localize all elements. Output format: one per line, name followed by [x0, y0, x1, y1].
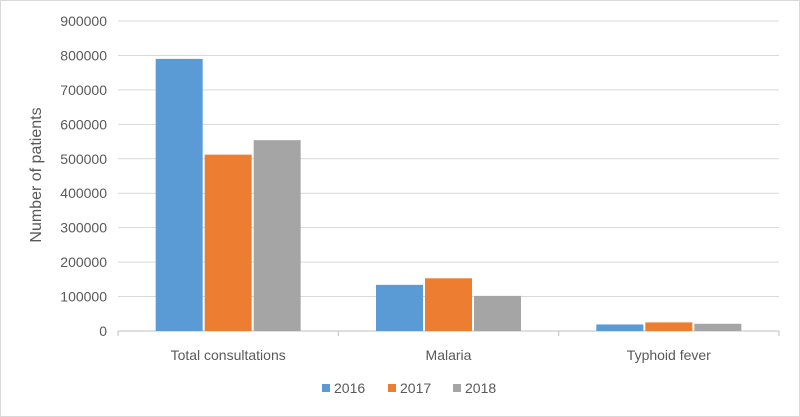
y-tick-label: 300000 [60, 220, 107, 236]
bar-2018 [474, 295, 521, 331]
bar-2016 [596, 324, 644, 331]
y-tick-label: 400000 [60, 185, 107, 201]
y-tick-label: 500000 [60, 151, 107, 167]
bar-2016 [376, 284, 423, 331]
bar-2018 [253, 140, 301, 331]
x-axis-ticks: Total consultations Malaria Typhoid fever [171, 347, 712, 363]
bar-2018 [694, 323, 742, 331]
legend-label: 2017 [400, 380, 431, 396]
y-axis-ticks: 0 100000 200000 300000 400000 500000 600000 700… [60, 13, 107, 339]
bars [155, 58, 742, 332]
y-tick-label: 900000 [60, 13, 107, 29]
bar-2017 [425, 278, 472, 331]
legend-label: 2016 [334, 380, 365, 396]
legend-swatch [388, 384, 396, 392]
legend-swatch [453, 384, 461, 392]
y-tick-label: 0 [99, 323, 107, 339]
bar-2017 [204, 154, 252, 331]
bar-2017 [645, 322, 693, 331]
bar-2016 [155, 58, 203, 332]
y-tick-label: 600000 [60, 116, 107, 132]
y-tick-label: 200000 [60, 254, 107, 270]
y-tick-label: 700000 [60, 82, 107, 98]
y-tick-label: 100000 [60, 289, 107, 305]
y-axis-title: Number of patients [28, 107, 45, 242]
legend-label: 2018 [465, 380, 496, 396]
legend-swatch [322, 384, 330, 392]
y-tick-label: 800000 [60, 47, 107, 63]
legend: 2016 2017 2018 [322, 380, 496, 396]
x-tick-label: Typhoid fever [627, 347, 711, 363]
x-tick-label: Total consultations [171, 347, 286, 363]
x-tick-label: Malaria [426, 347, 472, 363]
